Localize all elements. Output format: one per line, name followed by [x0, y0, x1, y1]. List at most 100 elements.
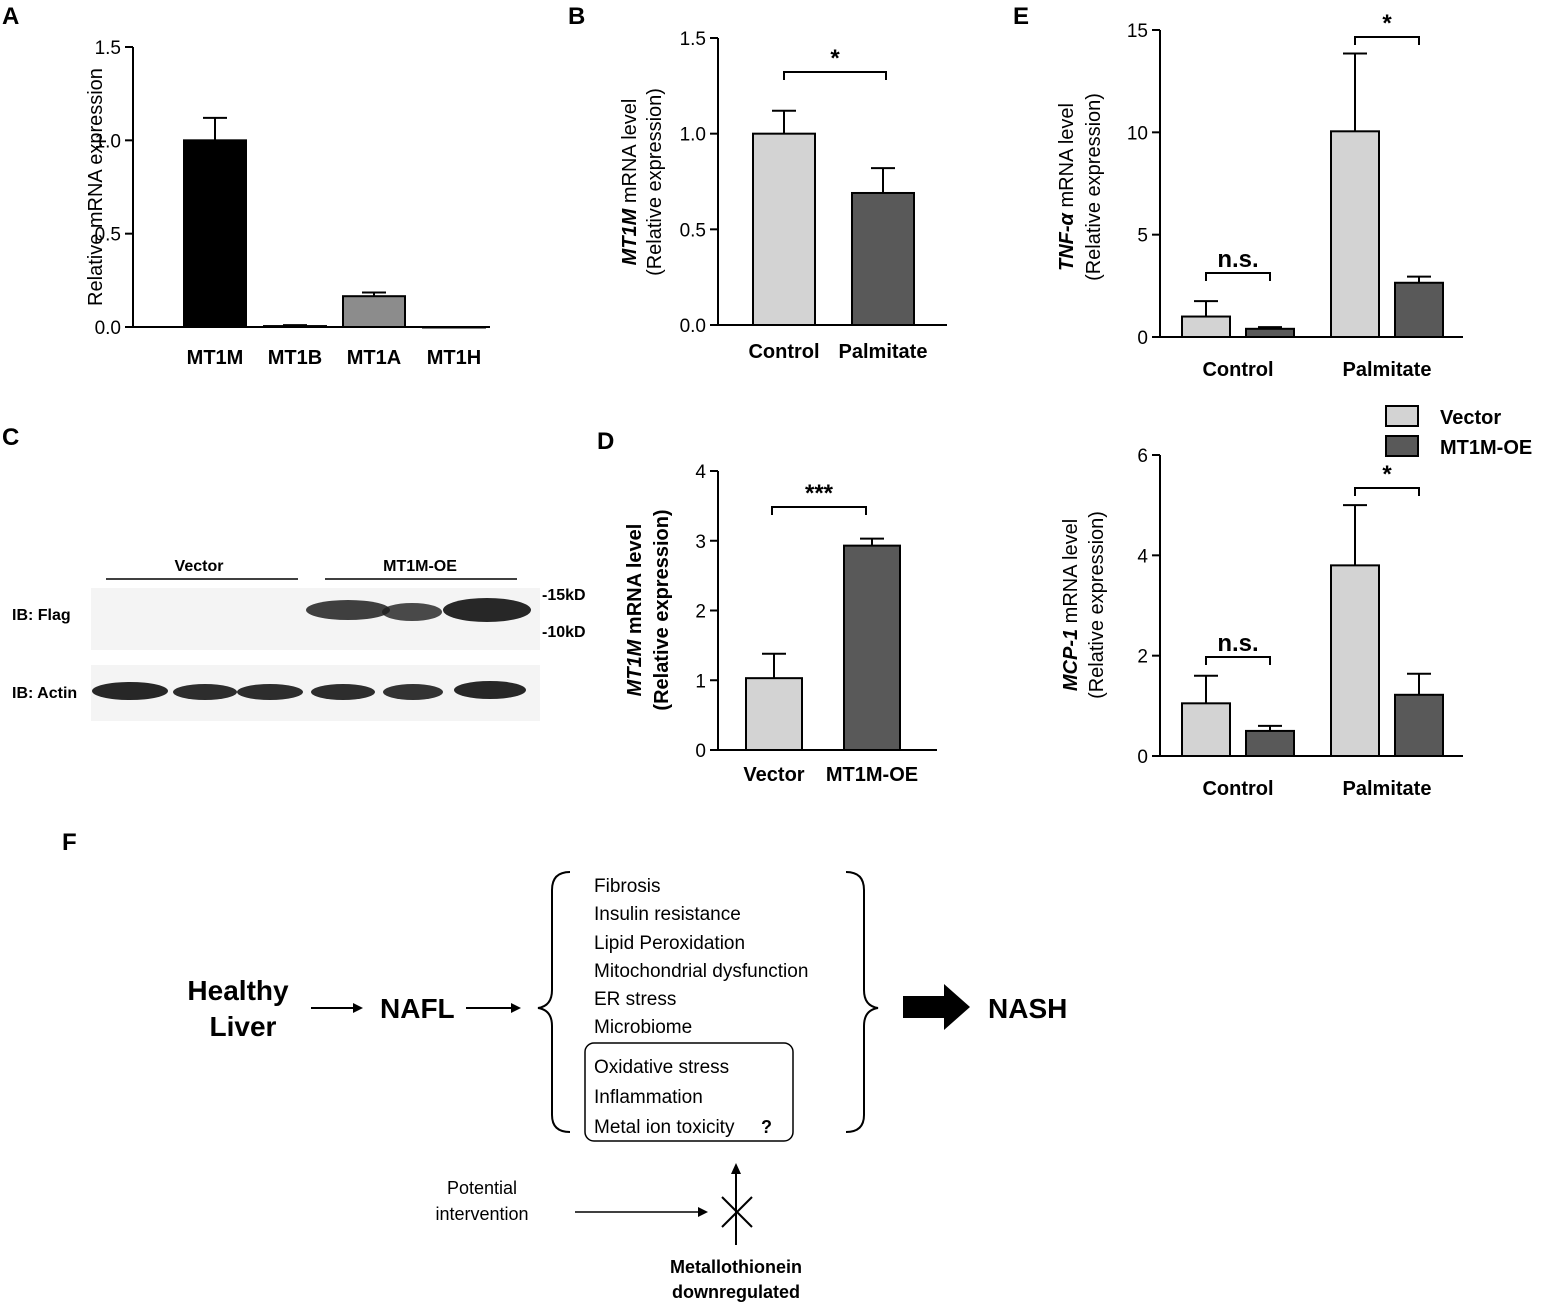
chart-b-significance-label: *: [830, 45, 840, 72]
legend-label-mt1m-oe: MT1M-OE: [1440, 437, 1532, 459]
chart-e2-y-axis-label: MCP-1 mRNA level: [1060, 519, 1082, 691]
chart-b-ytick-label: 0.0: [680, 316, 706, 337]
chart-d-mt1m-overexpression: 0 1 2 3 4 Vector MT1M-OE *** MT1M mRNA level (Rel…: [624, 462, 937, 786]
chart-d-x-label: Vector: [743, 764, 804, 786]
scheme-up-arrow-head: [731, 1163, 741, 1174]
blot-group-mt1m-oe: MT1M-OE: [383, 558, 457, 575]
panel-letter-f: F: [62, 829, 77, 856]
scheme-metallo-line2: downregulated: [672, 1282, 800, 1302]
scheme-thick-arrow: [903, 984, 970, 1030]
chart-e2-ytick-label: 2: [1137, 647, 1148, 668]
chart-b-bar: [851, 191, 915, 326]
panel-letter-e: E: [1013, 3, 1029, 30]
blot-band-actin-5: [383, 684, 443, 700]
chart-a-bar: [342, 295, 406, 329]
chart-a-ytick-label: 1.0: [95, 131, 121, 152]
chart-a-x-label: MT1M: [187, 347, 244, 369]
blot-band-flag-3: [443, 598, 531, 622]
chart-e2-y-axis-label-2: (Relative expression): [1086, 511, 1108, 699]
chart-b-mt1m-palmitate: 0.0 0.5 1.0 1.5 Control Palmitate * MT1M mRNA l…: [619, 29, 947, 363]
chart-a-x-label: MT1A: [347, 347, 401, 369]
chart-e2-bar: [1394, 693, 1444, 758]
chart-e1-significance-bracket: [1354, 36, 1420, 45]
chart-a-bar: [263, 325, 327, 329]
chart-e1-bar: [1394, 281, 1444, 339]
legend: Vector MT1M-OE: [1385, 405, 1532, 459]
scheme-factor-6: Microbiome: [594, 1017, 692, 1038]
chart-d-significance-bracket: [771, 506, 867, 515]
blot-marker-10kd: -10kD: [542, 624, 586, 641]
blot-band-flag-1: [306, 600, 390, 620]
scheme-brace-left: [537, 871, 571, 1133]
chart-e1-ytick-label: 0: [1137, 328, 1148, 349]
chart-b-x-label: Palmitate: [839, 341, 928, 363]
chart-d-y-axis-label-2: (Relative expression): [651, 509, 673, 710]
scheme-intervention-line2: intervention: [435, 1204, 528, 1224]
chart-e1-significance-bracket: [1205, 272, 1271, 281]
chart-b-significance-bracket: [783, 71, 887, 80]
scheme-brace-right: [845, 871, 879, 1133]
scheme-intervention-arrow-head: [698, 1207, 708, 1217]
chart-e1-x-label: Palmitate: [1343, 359, 1432, 381]
blot-row-label-flag: IB: Flag: [12, 607, 71, 624]
chart-e-tnf-alpha: 0 5 10 15 Control Palmitate n.s. * TNF-α mRNA le…: [1056, 10, 1463, 381]
scheme-boxed-3: Metal ion toxicity: [594, 1117, 735, 1138]
blot-band-actin-6: [454, 681, 526, 699]
panel-letter-d: D: [597, 428, 614, 455]
chart-d-ytick-label: 1: [695, 671, 706, 692]
scheme-factor-5: ER stress: [594, 989, 676, 1010]
western-blot: Vector MT1M-OE IB: Flag -15kD -10kD IB: …: [12, 558, 586, 721]
chart-d-significance-label: ***: [805, 480, 834, 507]
blot-band-actin-4: [311, 684, 375, 700]
chart-a-x-label: MT1B: [268, 347, 322, 369]
scheme-factor-3: Lipid Peroxidation: [594, 933, 745, 954]
scheme-boxed-1: Oxidative stress: [594, 1057, 729, 1078]
chart-d-y-axis-label: MT1M mRNA level: [624, 524, 646, 697]
scheme-question-mark: ?: [761, 1117, 772, 1137]
chart-e1-y-axis-label-2: (Relative expression): [1083, 93, 1105, 281]
chart-e2-significance-label: n.s.: [1217, 630, 1258, 657]
blot-marker-15kd: -15kD: [542, 587, 586, 604]
chart-d-bar: [745, 677, 803, 751]
chart-e1-bar: [1245, 327, 1295, 338]
scheme-highlight-box: [584, 1042, 794, 1142]
chart-e1-significance-label: n.s.: [1217, 246, 1258, 273]
chart-e2-ytick-label: 4: [1137, 546, 1148, 567]
chart-a-y-axis-label: Relative mRNA expression: [85, 68, 107, 306]
chart-e2-bar: [1181, 702, 1231, 758]
chart-e-mcp-1: 0 2 4 6 Control Palmitate n.s. * MCP-1 mRNA leve…: [1060, 446, 1463, 800]
chart-e2-ytick-label: 0: [1137, 747, 1148, 768]
chart-a-bar: [422, 326, 486, 329]
chart-a-x-label: MT1H: [427, 347, 481, 369]
chart-e1-bar: [1181, 315, 1231, 338]
scheme-arrow-2-head: [511, 1003, 521, 1013]
chart-e1-ytick-label: 5: [1137, 226, 1148, 247]
panel-letter-a: A: [2, 3, 19, 30]
blot-group-vector: Vector: [175, 558, 224, 575]
chart-e1-x-label: Control: [1202, 359, 1273, 381]
chart-b-y-axis-label: MT1M mRNA level: [619, 99, 641, 266]
scheme-diagram: Healthy Liver NAFL Fibrosis Insulin resi…: [187, 871, 1067, 1302]
chart-e2-ytick-label: 6: [1137, 446, 1148, 467]
chart-a-ytick-label: 1.5: [95, 38, 121, 59]
scheme-factor-1: Fibrosis: [594, 876, 661, 897]
chart-d-ytick-label: 4: [695, 462, 706, 483]
blot-band-actin-3: [237, 684, 303, 700]
chart-e2-x-label: Palmitate: [1343, 778, 1432, 800]
scheme-nafl: NAFL: [380, 993, 455, 1024]
scheme-intervention-line1: Potential: [447, 1178, 517, 1198]
legend-swatch-mt1m-oe: [1385, 435, 1419, 457]
scheme-healthy-line1: Healthy: [187, 975, 289, 1006]
chart-b-y-axis-label-2: (Relative expression): [644, 88, 666, 276]
scheme-factor-2: Insulin resistance: [594, 904, 741, 925]
chart-e2-x-label: Control: [1202, 778, 1273, 800]
chart-a-ytick-label: 0.0: [95, 318, 121, 339]
legend-swatch-vector: [1385, 405, 1419, 427]
scheme-block-cross-b: [721, 1196, 753, 1228]
chart-d-ytick-label: 0: [695, 741, 706, 762]
chart-a-ytick-label: 0.5: [95, 225, 121, 246]
chart-e1-bar: [1330, 130, 1380, 338]
blot-band-actin-2: [173, 684, 237, 700]
chart-e2-significance-bracket: [1205, 656, 1271, 665]
panel-letter-c: C: [2, 424, 19, 451]
